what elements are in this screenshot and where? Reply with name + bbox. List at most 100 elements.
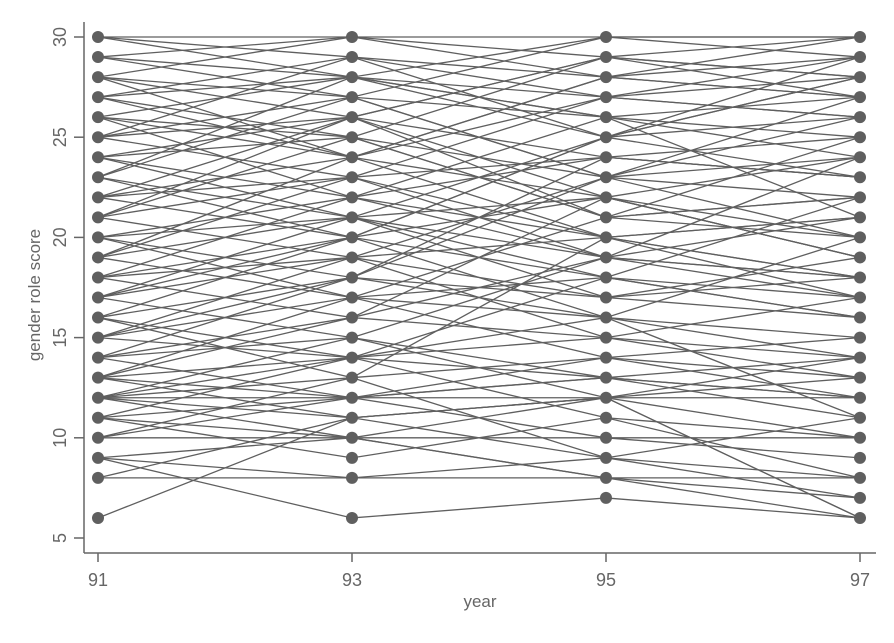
data-point [854,411,866,424]
data-point [346,411,358,424]
trajectory-line [97,76,861,198]
data-point [92,271,104,284]
data-point [600,411,612,424]
data-point [346,31,358,43]
y-tick-label: 15 [50,328,70,348]
data-point [854,311,866,324]
trajectory-line [97,36,861,259]
data-point [854,51,866,64]
data-point [346,171,358,184]
trajectory-line [97,36,861,78]
data-point [92,311,104,324]
data-point [346,511,358,524]
data-point [92,351,104,364]
data-point [92,171,104,184]
data-point [600,51,612,64]
data-point [854,211,866,224]
data-point [92,191,104,204]
x-axis-label: year [463,592,496,611]
data-point [346,311,358,324]
data-point [854,71,866,84]
trajectory-line [97,356,861,399]
data-point [854,391,866,404]
data-point [854,91,866,104]
data-point [92,391,104,404]
y-axis-label: gender role score [25,229,44,361]
data-point [92,231,104,244]
data-point [92,331,104,344]
data-point [346,371,358,384]
data-point [92,371,104,384]
data-point [346,251,358,264]
data-point [346,451,358,464]
data-point [600,471,612,484]
data-point [346,111,358,124]
trajectory-line [97,216,861,319]
data-point [854,191,866,204]
data-point [92,151,104,164]
data-point [346,71,358,84]
data-point [854,491,866,504]
data-point [92,511,104,524]
data-point [92,111,104,124]
data-point [854,451,866,464]
y-tick-label: 25 [50,127,70,147]
data-point [600,251,612,264]
trajectory-line [97,156,861,299]
data-point [92,91,104,104]
data-point [346,431,358,444]
data-point [600,111,612,124]
data-point [854,251,866,264]
data-point [346,231,358,244]
data-point [600,271,612,284]
data-point [854,431,866,444]
data-point [346,291,358,304]
data-point [600,491,612,504]
trajectory-line [97,397,861,519]
data-point [600,351,612,364]
x-tick-label: 91 [88,570,108,590]
data-point [92,71,104,84]
data-points [92,31,866,524]
trajectory-line [97,156,861,379]
y-tick-label: 30 [50,27,70,47]
data-point [600,371,612,384]
trajectory-line [97,76,861,218]
trajectory-line [97,116,861,339]
trajectory-line [97,96,861,279]
data-point [600,191,612,204]
data-point [92,471,104,484]
trajectory-line [97,377,861,479]
data-point [346,151,358,164]
data-point [600,391,612,404]
trajectory-lines [97,36,861,519]
data-point [600,151,612,164]
data-point [92,131,104,144]
data-point [854,351,866,364]
trajectory-line [97,276,861,359]
x-tick-label: 93 [342,570,362,590]
data-point [854,171,866,184]
data-point [600,331,612,344]
data-point [346,331,358,344]
trajectory-line [97,36,861,78]
y-tick-label: 5 [50,533,70,543]
trajectory-line [97,236,861,379]
data-point [92,451,104,464]
data-point [600,311,612,324]
data-point [92,31,104,43]
data-point [346,131,358,144]
data-point [346,51,358,64]
trajectory-line [97,457,861,519]
data-point [346,91,358,104]
trajectory-line [97,356,861,419]
data-point [92,431,104,444]
trajectory-line [97,56,861,218]
data-point [346,211,358,224]
data-point [854,471,866,484]
data-point [600,211,612,224]
data-point [854,111,866,124]
data-point [600,91,612,104]
y-ticks: 5 10 15 20 25 30 [50,27,84,543]
